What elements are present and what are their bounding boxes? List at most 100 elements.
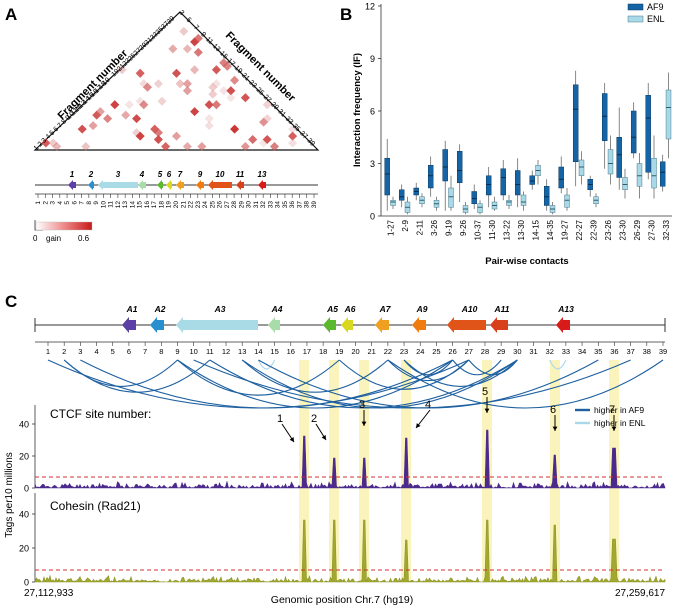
fragment-axis-label-left: Fragment number bbox=[56, 47, 131, 122]
left-fragment-label: 4 bbox=[45, 133, 53, 141]
right-fragment-label: 33 bbox=[284, 116, 295, 127]
heatmap-cell bbox=[240, 93, 250, 103]
ruler-tick-label: 7 bbox=[79, 201, 86, 205]
ruler-tick-label: 17 bbox=[151, 201, 158, 209]
x-tick-label: 3-26 bbox=[430, 219, 439, 236]
heatmap-cell bbox=[259, 117, 269, 127]
panel-c: A1 A2 A3 A4 A5 A6 A7 A9 A10 A11 A13 1 2 3 4 5 6 7 8 9 10 11 1… bbox=[4, 304, 667, 605]
right-fragment-label: 15 bbox=[218, 50, 229, 61]
heatmap-cell bbox=[190, 107, 200, 117]
fragment-number: 1 bbox=[46, 347, 50, 356]
ruler-tick-label: 23 bbox=[195, 201, 202, 209]
y-tick-label: 12 bbox=[365, 2, 375, 12]
heatmap-cell bbox=[262, 100, 272, 110]
heatmap-cell bbox=[41, 138, 51, 148]
heatmap-cell bbox=[230, 124, 240, 134]
gene-arrow bbox=[150, 317, 164, 333]
box bbox=[500, 168, 506, 196]
ctcf-site-number: 3 bbox=[359, 399, 365, 411]
fragment-number: 33 bbox=[562, 347, 570, 356]
fragment-number: 22 bbox=[384, 347, 392, 356]
heatmap-cell bbox=[88, 121, 98, 131]
x-tick-label: 13-30 bbox=[517, 219, 526, 240]
gene-label: 9 bbox=[198, 170, 203, 179]
ruler-tick-label: 26 bbox=[217, 201, 224, 209]
ruler-tick-label: 30 bbox=[246, 201, 253, 209]
interaction-arc bbox=[63, 359, 211, 393]
box bbox=[543, 186, 550, 206]
heatmap-cell bbox=[193, 33, 203, 43]
ctcf-arrow-head bbox=[321, 435, 326, 440]
panel-a-ruler: 1 2 3 4 5 6 7 8 9 10 11 12 13 14 15 16 17 18 19 20 21 22 23 24 2… bbox=[35, 194, 318, 208]
ruler-tick-label: 37 bbox=[297, 201, 304, 209]
ctcf-y-tick-label: 40 bbox=[19, 420, 29, 430]
fragment-number: 19 bbox=[335, 347, 343, 356]
ruler-tick-label: 8 bbox=[86, 201, 93, 205]
x-axis-label: Pair-wise contacts bbox=[485, 256, 568, 267]
heatmap-cell bbox=[124, 100, 134, 110]
ctcf-site-number: 6 bbox=[550, 404, 556, 416]
fragment-number: 6 bbox=[127, 347, 131, 356]
interaction-arc bbox=[177, 359, 453, 409]
ruler-tick-label: 3 bbox=[50, 201, 57, 205]
box bbox=[485, 175, 492, 196]
box bbox=[427, 165, 434, 189]
x-tick-label: 11-30 bbox=[488, 219, 497, 239]
box bbox=[622, 177, 628, 190]
gene-arrow bbox=[68, 180, 76, 190]
ruler-tick-label: 4 bbox=[57, 201, 64, 205]
top-fragment-label: 33 bbox=[149, 31, 160, 42]
fragment-number: 4 bbox=[94, 347, 98, 356]
x-start-coordinate: 27,112,933 bbox=[24, 588, 74, 599]
heatmap-cell bbox=[77, 124, 87, 134]
interaction-arcs bbox=[47, 359, 664, 409]
right-fragment-label: 35 bbox=[291, 123, 302, 134]
gene-label: 11 bbox=[236, 170, 245, 179]
ctcf-y-tick-label: 20 bbox=[19, 452, 29, 462]
heatmap-cell bbox=[52, 141, 62, 152]
ruler-tick-label: 14 bbox=[129, 201, 136, 209]
box bbox=[398, 189, 405, 201]
gene-arrow bbox=[341, 317, 353, 333]
ruler-tick-label: 15 bbox=[137, 201, 144, 209]
interaction-arc bbox=[403, 359, 454, 376]
left-fragment-label: 7 bbox=[57, 122, 65, 130]
heatmap-cell bbox=[204, 121, 214, 131]
ctcf-title: CTCF site number: bbox=[50, 407, 151, 421]
interaction-arc bbox=[549, 359, 567, 370]
gene-arrow bbox=[258, 180, 266, 190]
box bbox=[564, 194, 570, 208]
ruler-tick-label: 11 bbox=[108, 201, 115, 208]
x-end-coordinate: 27,259,617 bbox=[615, 588, 665, 599]
left-fragment-label: 16 bbox=[89, 88, 100, 99]
interaction-arc bbox=[241, 359, 389, 393]
ruler-tick-label: 16 bbox=[144, 201, 151, 209]
ctcf-arrow-head bbox=[552, 426, 558, 431]
heatmap-cell bbox=[248, 134, 258, 145]
gene-arrow bbox=[412, 317, 426, 333]
right-fragment-label: 13 bbox=[211, 43, 222, 54]
interaction-arc bbox=[468, 359, 518, 376]
ruler-tick-label: 25 bbox=[209, 201, 216, 209]
heatmap-cell bbox=[211, 100, 221, 110]
right-fragment-label: 27 bbox=[262, 94, 273, 105]
panel-c-genes: A1 A2 A3 A4 A5 A6 A7 A9 A10 A11 A13 bbox=[122, 304, 574, 333]
fragment-number: 24 bbox=[416, 347, 424, 356]
heatmap-cell bbox=[197, 141, 207, 152]
panel-label-c: C bbox=[5, 292, 17, 311]
ctcf-arrow-head bbox=[361, 421, 367, 426]
x-tick-label: 26-29 bbox=[633, 219, 642, 240]
heatmap-triangle bbox=[33, 11, 320, 151]
top-fragment-label: 39 bbox=[166, 15, 177, 26]
heatmap-cell bbox=[204, 114, 214, 124]
cohesin-y-tick-label: 0 bbox=[24, 578, 29, 588]
right-fragment-label: 29 bbox=[269, 101, 280, 112]
fragment-number: 8 bbox=[159, 347, 163, 356]
left-fragment-label: 14 bbox=[82, 95, 93, 106]
heatmap-cell bbox=[240, 141, 250, 152]
y-tick-label: 9 bbox=[370, 54, 375, 64]
gene-label: 2 bbox=[88, 170, 94, 179]
heatmap-cell bbox=[182, 79, 192, 89]
gene-label: A3 bbox=[214, 304, 226, 314]
